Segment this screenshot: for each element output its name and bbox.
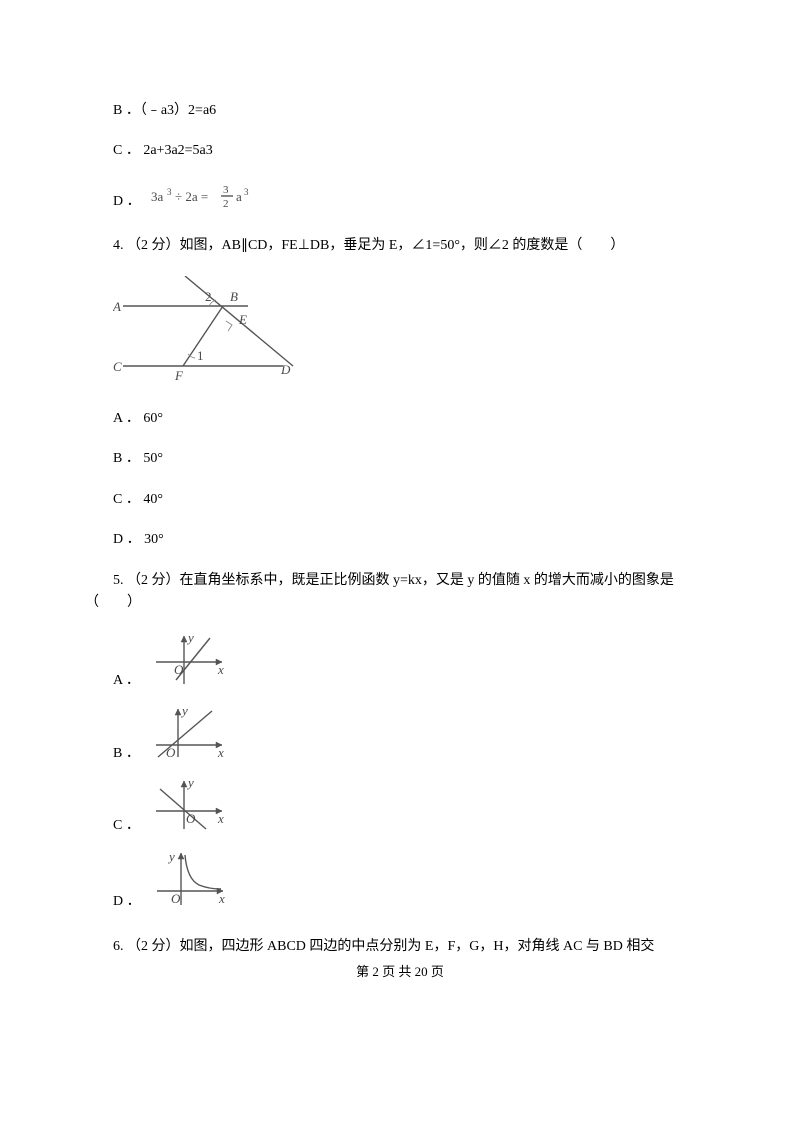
q4-option-c: C ． 40° <box>85 489 715 511</box>
svg-text:x: x <box>217 745 224 760</box>
q5-option-a: A ． O x y <box>85 632 715 696</box>
q3-option-b: B ．（﹣a3）2=a6 <box>85 100 715 122</box>
q5-graph-a: O x y <box>150 632 230 696</box>
q3-option-d-label: D ． <box>113 191 141 217</box>
svg-text:x: x <box>217 662 224 677</box>
svg-text:y: y <box>186 632 194 645</box>
svg-text:x: x <box>217 811 224 826</box>
svg-text:y: y <box>186 777 194 790</box>
svg-text:2: 2 <box>223 198 229 209</box>
svg-text:x: x <box>218 891 225 906</box>
q4-option-b: B ． 50° <box>85 448 715 470</box>
svg-text:O: O <box>186 811 196 826</box>
q5-option-d: D ． O x y <box>85 849 715 917</box>
q4-stem: 4. （2 分）如图，AB∥CD，FE⊥DB，垂足为 E，∠1=50°，则∠2 … <box>85 235 715 257</box>
q4-figure: A B E C D F 1 2 <box>113 276 715 394</box>
svg-text:y: y <box>167 849 175 864</box>
svg-text:C: C <box>113 359 122 374</box>
svg-text:y: y <box>180 705 188 718</box>
q5-graph-b: O x y <box>150 705 230 769</box>
q5-stem: 5. （2 分）在直角坐标系中，既是正比例函数 y=kx，又是 y 的值随 x … <box>85 570 715 615</box>
svg-text:O: O <box>174 662 184 677</box>
q5-option-c-label: C ． <box>113 815 140 841</box>
page-footer: 第 2 页 共 20 页 <box>85 962 715 983</box>
svg-text:3: 3 <box>223 184 229 196</box>
q5-option-a-label: A ． <box>113 670 140 696</box>
svg-text:E: E <box>238 312 247 327</box>
svg-text:D: D <box>280 362 291 377</box>
q3-option-d-formula: 3a 3 ÷ 2a = 3 2 a 3 <box>151 181 261 217</box>
svg-text:O: O <box>171 891 181 906</box>
q5-option-b-label: B ． <box>113 743 140 769</box>
q5-option-c: C ． O x y <box>85 777 715 841</box>
q5-option-b: B ． O x y <box>85 705 715 769</box>
svg-text:1: 1 <box>197 348 204 363</box>
svg-text:O: O <box>166 745 176 760</box>
q3-option-c: C ． 2a+3a2=5a3 <box>85 140 715 162</box>
q5-graph-d: O x y <box>151 849 231 917</box>
q4-option-d: D ． 30° <box>85 529 715 551</box>
q6-stem: 6. （2 分）如图，四边形 ABCD 四边的中点分别为 E，F，G，H，对角线… <box>85 936 715 958</box>
q4-option-a: A ． 60° <box>85 408 715 430</box>
svg-text:3: 3 <box>244 187 249 197</box>
svg-text:B: B <box>230 289 238 304</box>
svg-text:÷ 2a =: ÷ 2a = <box>175 189 208 204</box>
q5-graph-c: O x y <box>150 777 230 841</box>
q5-option-d-label: D ． <box>113 891 141 917</box>
svg-text:F: F <box>174 368 184 383</box>
q3-option-d: D ． 3a 3 ÷ 2a = 3 2 a 3 <box>85 181 715 217</box>
svg-text:3: 3 <box>167 187 172 197</box>
svg-text:a: a <box>236 189 242 204</box>
svg-text:A: A <box>113 299 121 314</box>
svg-text:2: 2 <box>205 289 212 304</box>
svg-text:3a: 3a <box>151 189 164 204</box>
